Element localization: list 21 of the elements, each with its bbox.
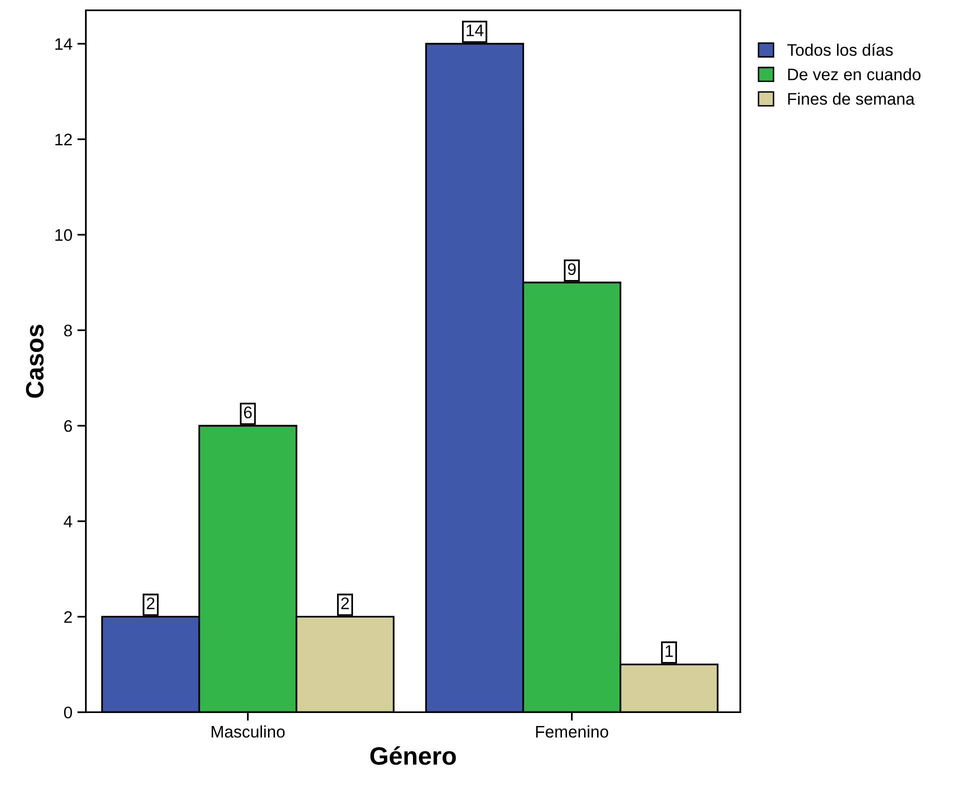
- y-tick-label: 14: [55, 38, 72, 50]
- y-tick-label: 12: [55, 134, 72, 146]
- legend-label: Todos los días: [787, 43, 893, 56]
- data-label: 6: [244, 406, 252, 418]
- y-tick-label: 0: [64, 706, 72, 718]
- x-tick-label: Masculino: [212, 725, 285, 738]
- legend-label: Fines de semana: [788, 92, 915, 105]
- data-label: 2: [146, 597, 154, 610]
- y-axis-title: Casos: [26, 324, 44, 398]
- data-label: 9: [568, 263, 576, 276]
- y-tick-label: 4: [64, 516, 72, 528]
- x-tick-label: Femenino: [536, 725, 608, 738]
- y-tick-label: 10: [55, 229, 72, 241]
- y-tick-label: 8: [64, 324, 72, 336]
- y-tick-label: 2: [64, 611, 72, 623]
- y-tick-label: 6: [64, 420, 72, 432]
- data-label: 1: [666, 645, 673, 657]
- x-axis-title: Género: [370, 746, 456, 765]
- data-label: 2: [341, 597, 349, 610]
- data-label: 14: [466, 24, 484, 36]
- legend-label: De vez en cuando: [788, 68, 920, 80]
